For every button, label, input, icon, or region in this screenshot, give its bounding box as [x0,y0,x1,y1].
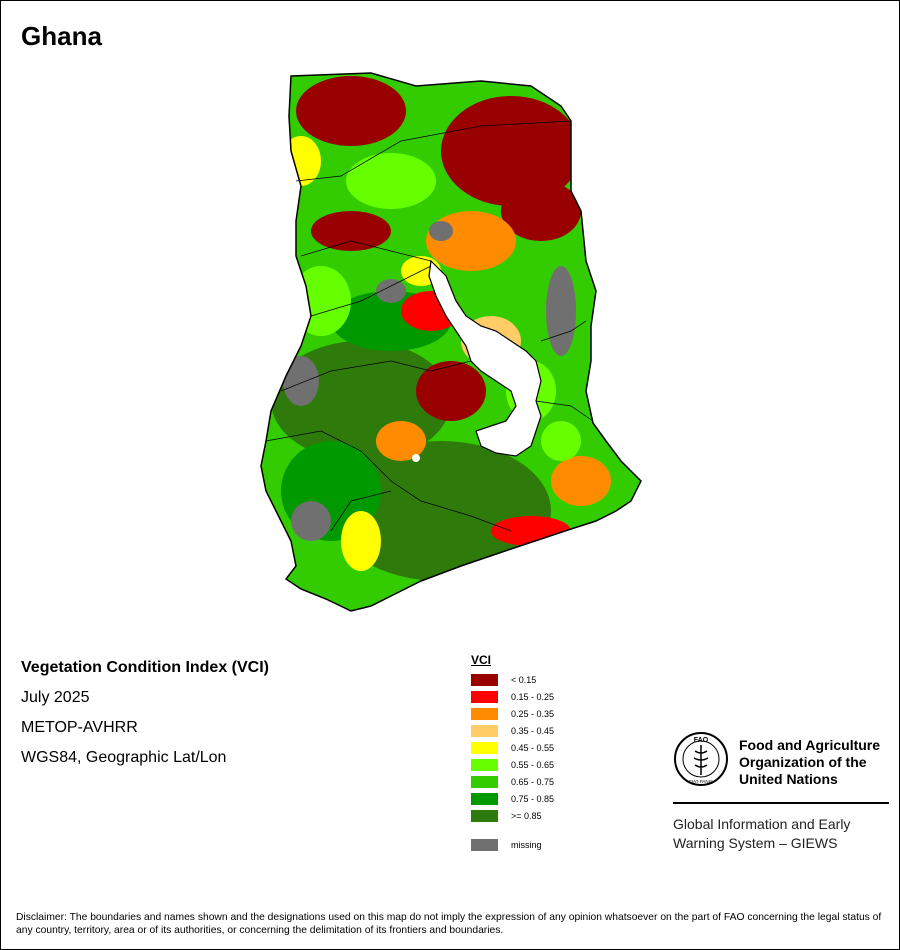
legend-label: >= 0.85 [511,810,542,821]
map-legend: VCI < 0.15 0.15 - 0.25 0.25 - 0.35 0.35 … [471,653,554,853]
country-title: Ghana [21,21,102,51]
legend-row: 0.25 - 0.35 [471,705,554,722]
legend-swatch [471,809,498,822]
legend-label: 0.45 - 0.55 [511,742,555,753]
legend-swatch [471,792,498,805]
map-info: Vegetation Condition Index (VCI) July 20… [21,659,269,779]
vci-raster [261,73,641,611]
sensor-label: METOP-AVHRR [21,719,138,736]
legend-row: 0.55 - 0.65 [471,756,554,773]
legend-label: 0.75 - 0.85 [511,793,555,804]
legend-row: >= 0.85 [471,807,554,824]
org-name-line: United Nations [739,771,838,787]
legend-swatch [471,775,498,788]
fao-emblem-icon: FAO FIAT PANIS [674,732,728,786]
legend-swatch [471,724,498,737]
legend-swatch [471,673,498,686]
legend-swatch [471,707,498,720]
org-name-line: Food and Agriculture [739,737,881,753]
ghana-map-svg [260,72,642,612]
vci-map [241,61,661,621]
svg-text:FAO: FAO [694,737,709,744]
legend-label-missing: missing [511,839,542,850]
giews-program: Global Information and Early Warning Sys… [673,815,850,853]
legend-row: 0.15 - 0.25 [471,688,554,705]
legend-row: 0.65 - 0.75 [471,773,554,790]
legend-row: 0.35 - 0.45 [471,722,554,739]
projection-label: WGS84, Geographic Lat/Lon [21,749,227,766]
fao-organization-name: Food and Agriculture Organization of the… [739,737,880,788]
legend-swatch [471,690,498,703]
legend-swatch [471,741,498,754]
legend-row: 0.75 - 0.85 [471,790,554,807]
program-line: Warning System – GIEWS [673,835,838,851]
org-name-line: Organization of the [739,754,867,770]
legend-swatch-missing [471,838,498,851]
legend-swatch [471,758,498,771]
legend-label: 0.65 - 0.75 [511,776,555,787]
program-line: Global Information and Early [673,816,851,832]
legend-label: 0.55 - 0.65 [511,759,555,770]
legend-row-missing: missing [471,836,554,853]
disclaimer-text: Disclaimer: The boundaries and names sho… [16,912,882,936]
fao-divider [673,802,889,804]
legend-label: 0.35 - 0.45 [511,725,555,736]
legend-label: 0.25 - 0.35 [511,708,555,719]
svg-text:FIAT PANIS: FIAT PANIS [689,779,713,784]
legend-row: 0.45 - 0.55 [471,739,554,756]
legend-title: VCI [471,653,492,667]
legend-label: < 0.15 [511,674,537,685]
period-label: July 2025 [21,689,90,706]
legend-label: 0.15 - 0.25 [511,691,555,702]
region-boundaries [265,120,594,532]
index-title: Vegetation Condition Index (VCI) [21,659,269,676]
legend-row: < 0.15 [471,671,554,688]
